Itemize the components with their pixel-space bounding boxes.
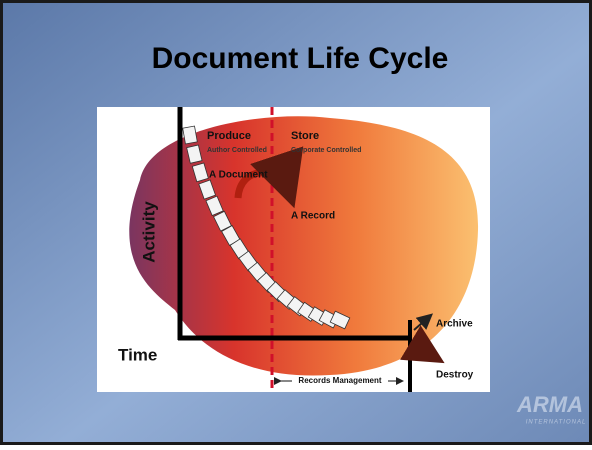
outcome-label: Archive	[436, 319, 473, 330]
x-axis-label: Time	[118, 345, 157, 364]
y-axis-label: Activity	[139, 201, 158, 263]
span-label: Records Management	[298, 376, 381, 385]
phase-sublabel: Corporate Controlled	[291, 147, 361, 154]
phase-label: Produce	[207, 130, 251, 142]
logo-subtitle: INTERNATIONAL	[526, 420, 587, 426]
title: Document Life Cycle	[152, 42, 449, 75]
phase-label: Store	[291, 130, 319, 142]
transition-from: A Document	[209, 170, 268, 181]
logo-name: ARMA	[516, 392, 583, 417]
phase-sublabel: Author Controlled	[207, 147, 267, 154]
transition-to: A Record	[291, 211, 335, 222]
document-icon	[183, 126, 198, 144]
slide: Document Life Cycle Produce Author Contr…	[0, 0, 592, 445]
logo: ARMA INTERNATIONAL	[516, 392, 586, 426]
page: Document Life Cycle Produce Author Contr…	[0, 0, 592, 445]
outcome-label: Destroy	[436, 370, 474, 381]
